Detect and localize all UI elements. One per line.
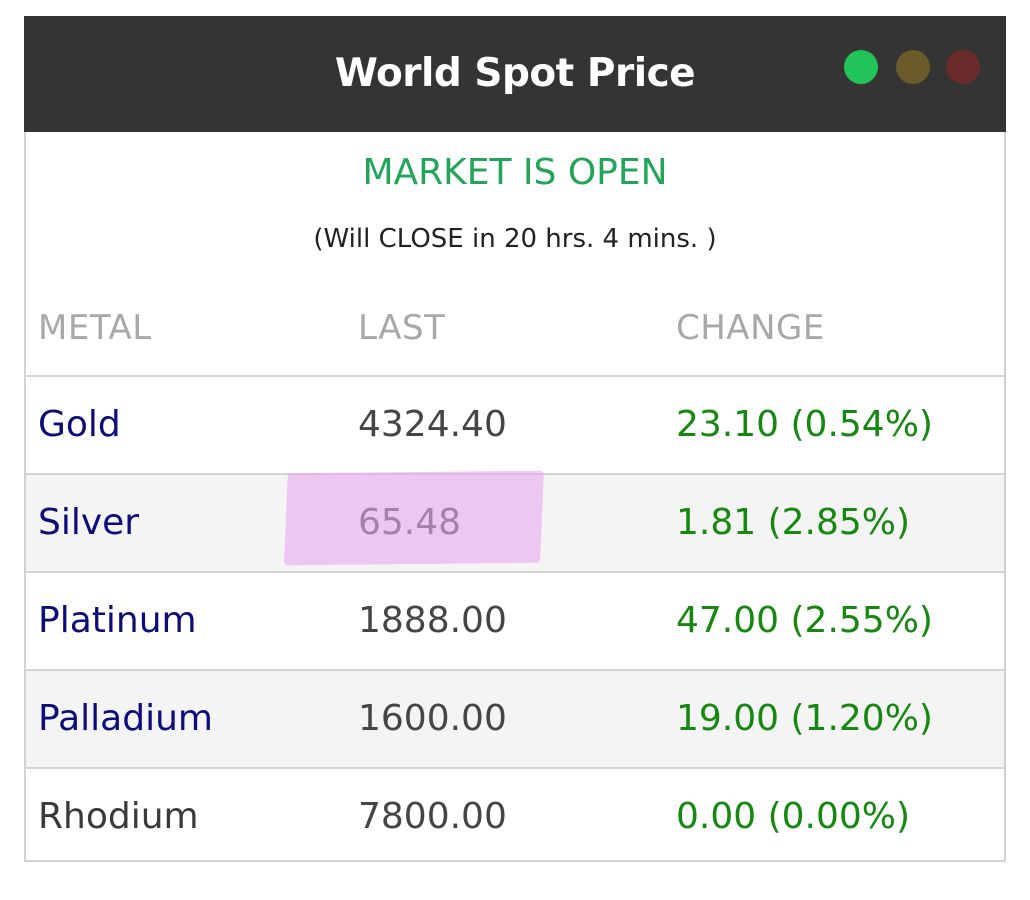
spot-price-widget: World Spot Price MARKET IS OPEN (Will CL… xyxy=(24,16,1006,862)
metal-name[interactable]: Silver xyxy=(38,502,140,543)
table-row-platinum[interactable]: Platinum 1888.00 47.00 (2.55%) xyxy=(26,571,1004,669)
price-change: 23.10 (0.54%) xyxy=(676,404,933,445)
last-price: 1600.00 xyxy=(358,698,507,739)
price-table: Gold 4324.40 23.10 (0.54%) Silver 65.48 … xyxy=(26,375,1004,865)
market-status: MARKET IS OPEN xyxy=(362,152,668,193)
table-row-rhodium[interactable]: Rhodium 7800.00 0.00 (0.00%) xyxy=(26,767,1004,865)
table-row-silver[interactable]: Silver 65.48 1.81 (2.85%) xyxy=(26,473,1004,571)
table-row-palladium[interactable]: Palladium 1600.00 19.00 (1.20%) xyxy=(26,669,1004,767)
price-change: 0.00 (0.00%) xyxy=(676,796,911,837)
table-row-gold[interactable]: Gold 4324.40 23.10 (0.54%) xyxy=(26,375,1004,473)
last-price: 1888.00 xyxy=(358,600,507,641)
red-dot-icon[interactable] xyxy=(946,50,980,84)
column-header-last: LAST xyxy=(358,308,446,348)
last-price: 7800.00 xyxy=(358,796,507,837)
metal-name[interactable]: Palladium xyxy=(38,698,213,739)
olive-dot-icon[interactable] xyxy=(896,50,930,84)
last-price: 4324.40 xyxy=(358,404,507,445)
price-change: 19.00 (1.20%) xyxy=(676,698,933,739)
column-header-metal: METAL xyxy=(38,308,152,348)
green-dot-icon[interactable] xyxy=(844,50,878,84)
price-change: 1.81 (2.85%) xyxy=(676,502,911,543)
last-price: 65.48 xyxy=(358,502,462,543)
price-change: 47.00 (2.55%) xyxy=(676,600,933,641)
widget-title: World Spot Price xyxy=(334,51,696,96)
widget-header: World Spot Price xyxy=(24,16,1006,132)
metal-name[interactable]: Gold xyxy=(38,404,121,445)
column-header-change: CHANGE xyxy=(676,308,825,348)
market-close-info: (Will CLOSE in 20 hrs. 4 mins. ) xyxy=(313,224,717,254)
metal-name: Rhodium xyxy=(38,796,199,837)
metal-name[interactable]: Platinum xyxy=(38,600,197,641)
